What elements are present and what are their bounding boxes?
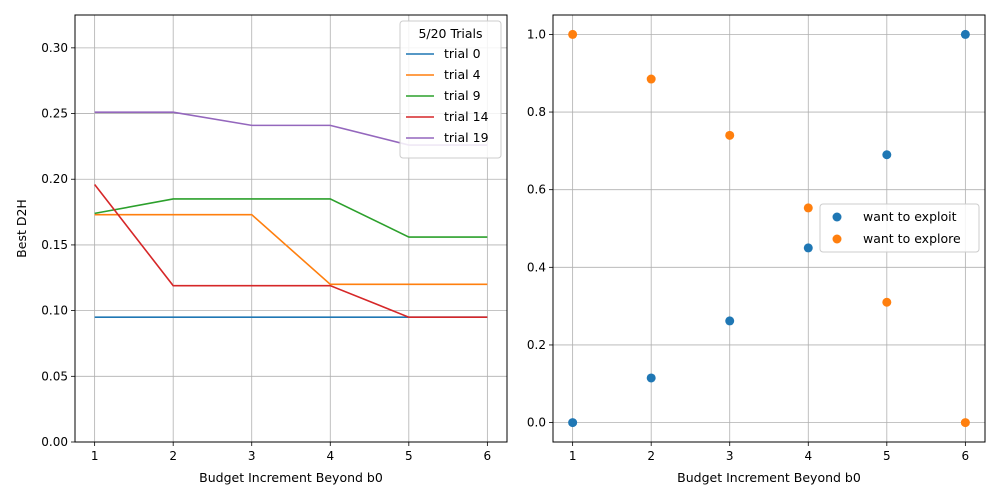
y-tick-label: 0.2: [527, 338, 546, 352]
left-y-axis-label: Best D2H: [14, 199, 29, 258]
right-y-ticks: 0.0 0.2 0.4 0.6 0.8 1.0: [527, 27, 553, 430]
legend-entry: trial 0: [444, 46, 481, 61]
y-tick-label: 0.20: [41, 172, 68, 186]
left-legend-items: trial 0 trial 4 trial 9 trial 14 trial 19: [406, 46, 489, 145]
x-tick-label: 3: [248, 449, 256, 463]
left-series-lines: [94, 111, 488, 318]
legend-marker: [832, 234, 842, 244]
y-tick-label: 0.0: [527, 416, 546, 430]
scatter-point-want-to-exploit: [646, 373, 656, 383]
right-gridlines: [553, 15, 985, 442]
right-scatter-points: [568, 29, 970, 428]
legend-entry: want to explore: [863, 231, 961, 246]
legend-marker: [832, 212, 842, 222]
x-tick-label: 2: [169, 449, 177, 463]
series-line-trial-4: [94, 213, 488, 286]
left-x-axis-label: Budget Increment Beyond b0: [199, 470, 383, 485]
right-chart: 1 2 3 4 5 6 0.0 0.2 0.4 0.6 0.8 1.0 Budget Increme…: [527, 14, 986, 485]
y-tick-label: 1.0: [527, 27, 546, 41]
right-legend-items: want to exploit want to explore: [832, 209, 961, 246]
x-tick-label: 6: [484, 449, 492, 463]
left-legend-title: 5/20 Trials: [418, 26, 482, 41]
scatter-point-want-to-explore: [568, 29, 578, 39]
legend-entry: trial 14: [444, 109, 489, 124]
left-chart: 1 2 3 4 5 6 0.00 0.05 0.10 0.15 0.20 0.25 0.30 Budg…: [14, 14, 508, 485]
left-legend: 5/20 Trials trial 0 trial 4 trial 9 trial 1…: [399, 20, 502, 159]
y-tick-label: 0.8: [527, 105, 546, 119]
scatter-point-want-to-explore: [882, 297, 892, 307]
x-tick-label: 5: [405, 449, 413, 463]
x-tick-label: 4: [326, 449, 334, 463]
y-tick-label: 0.00: [41, 435, 68, 449]
y-tick-label: 0.25: [41, 107, 68, 121]
legend-entry: want to exploit: [863, 209, 957, 224]
scatter-point-want-to-exploit: [568, 418, 578, 428]
legend-entry: trial 9: [444, 88, 481, 103]
x-tick-label: 6: [962, 449, 970, 463]
right-legend-box: [819, 203, 980, 253]
series-line-trial-9: [94, 198, 488, 238]
y-tick-label: 0.15: [41, 238, 68, 252]
left-y-ticks: 0.00 0.05 0.10 0.15 0.20 0.25 0.30: [41, 41, 75, 449]
x-tick-label: 2: [647, 449, 655, 463]
scatter-point-want-to-explore: [960, 418, 970, 428]
x-tick-label: 1: [91, 449, 99, 463]
scatter-point-want-to-exploit: [725, 316, 735, 326]
y-tick-label: 0.10: [41, 304, 68, 318]
scatter-point-want-to-exploit: [960, 29, 970, 39]
y-tick-label: 0.05: [41, 369, 68, 383]
scatter-point-want-to-exploit: [882, 150, 892, 160]
scatter-point-want-to-explore: [803, 203, 813, 213]
x-tick-label: 3: [726, 449, 734, 463]
left-plot-frame: [74, 14, 508, 443]
right-plot-frame: [552, 14, 986, 443]
scatter-point-want-to-explore: [725, 130, 735, 140]
left-x-ticks: 1 2 3 4 5 6: [91, 442, 491, 463]
legend-entry: trial 19: [444, 130, 489, 145]
y-tick-label: 0.30: [41, 41, 68, 55]
x-tick-label: 4: [804, 449, 812, 463]
x-tick-label: 5: [883, 449, 891, 463]
scatter-point-want-to-exploit: [803, 243, 813, 253]
legend-entry: trial 4: [444, 67, 481, 82]
left-legend-box: [399, 20, 502, 159]
y-tick-label: 0.4: [527, 260, 546, 274]
scatter-point-want-to-explore: [646, 74, 656, 84]
y-tick-label: 0.6: [527, 183, 546, 197]
right-x-ticks: 1 2 3 4 5 6: [569, 442, 969, 463]
right-legend: want to exploit want to explore: [819, 203, 980, 253]
series-line-trial-14: [94, 183, 488, 318]
x-tick-label: 1: [569, 449, 577, 463]
right-x-axis-label: Budget Increment Beyond b0: [677, 470, 861, 485]
